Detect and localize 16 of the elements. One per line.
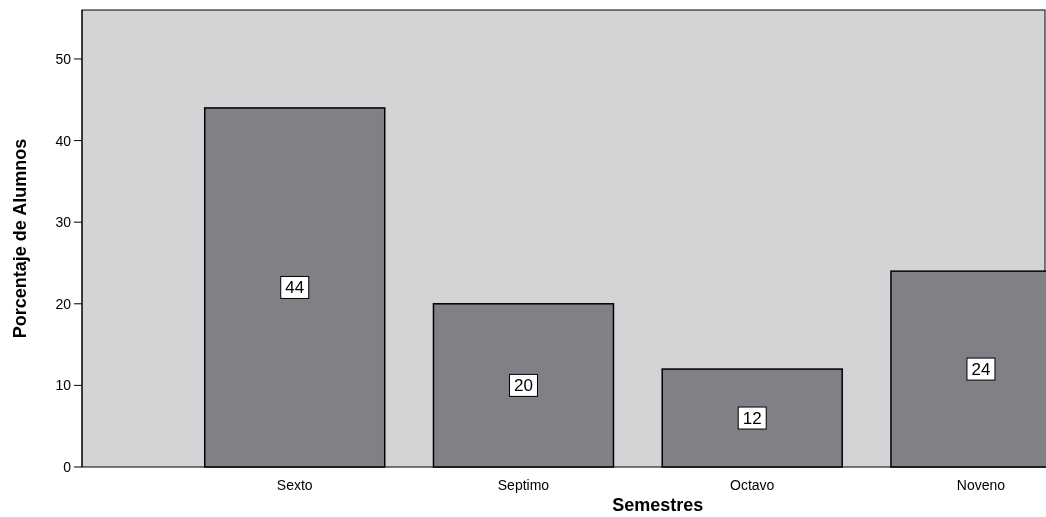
x-tick-label: Sexto xyxy=(276,477,313,493)
data-label: 24 xyxy=(971,360,991,380)
data-label: 44 xyxy=(285,278,305,298)
x-tick-label: Septimo xyxy=(497,477,550,493)
x-tick-label: Octavo xyxy=(730,477,775,493)
y-tick-label: 40 xyxy=(55,132,72,149)
y-tick-label: 0 xyxy=(63,459,72,475)
y-tick-label: 10 xyxy=(55,377,72,394)
data-label: 12 xyxy=(742,409,762,429)
x-tick-label: Noveno xyxy=(956,477,1006,493)
x-axis-title: Semestres xyxy=(612,495,704,515)
data-label: 20 xyxy=(514,376,533,396)
y-tick-label: 20 xyxy=(55,295,72,312)
y-tick-label: 30 xyxy=(55,214,72,231)
y-axis-title: Porcentaje de Alumnos xyxy=(10,138,30,339)
y-tick-label: 50 xyxy=(55,50,72,67)
